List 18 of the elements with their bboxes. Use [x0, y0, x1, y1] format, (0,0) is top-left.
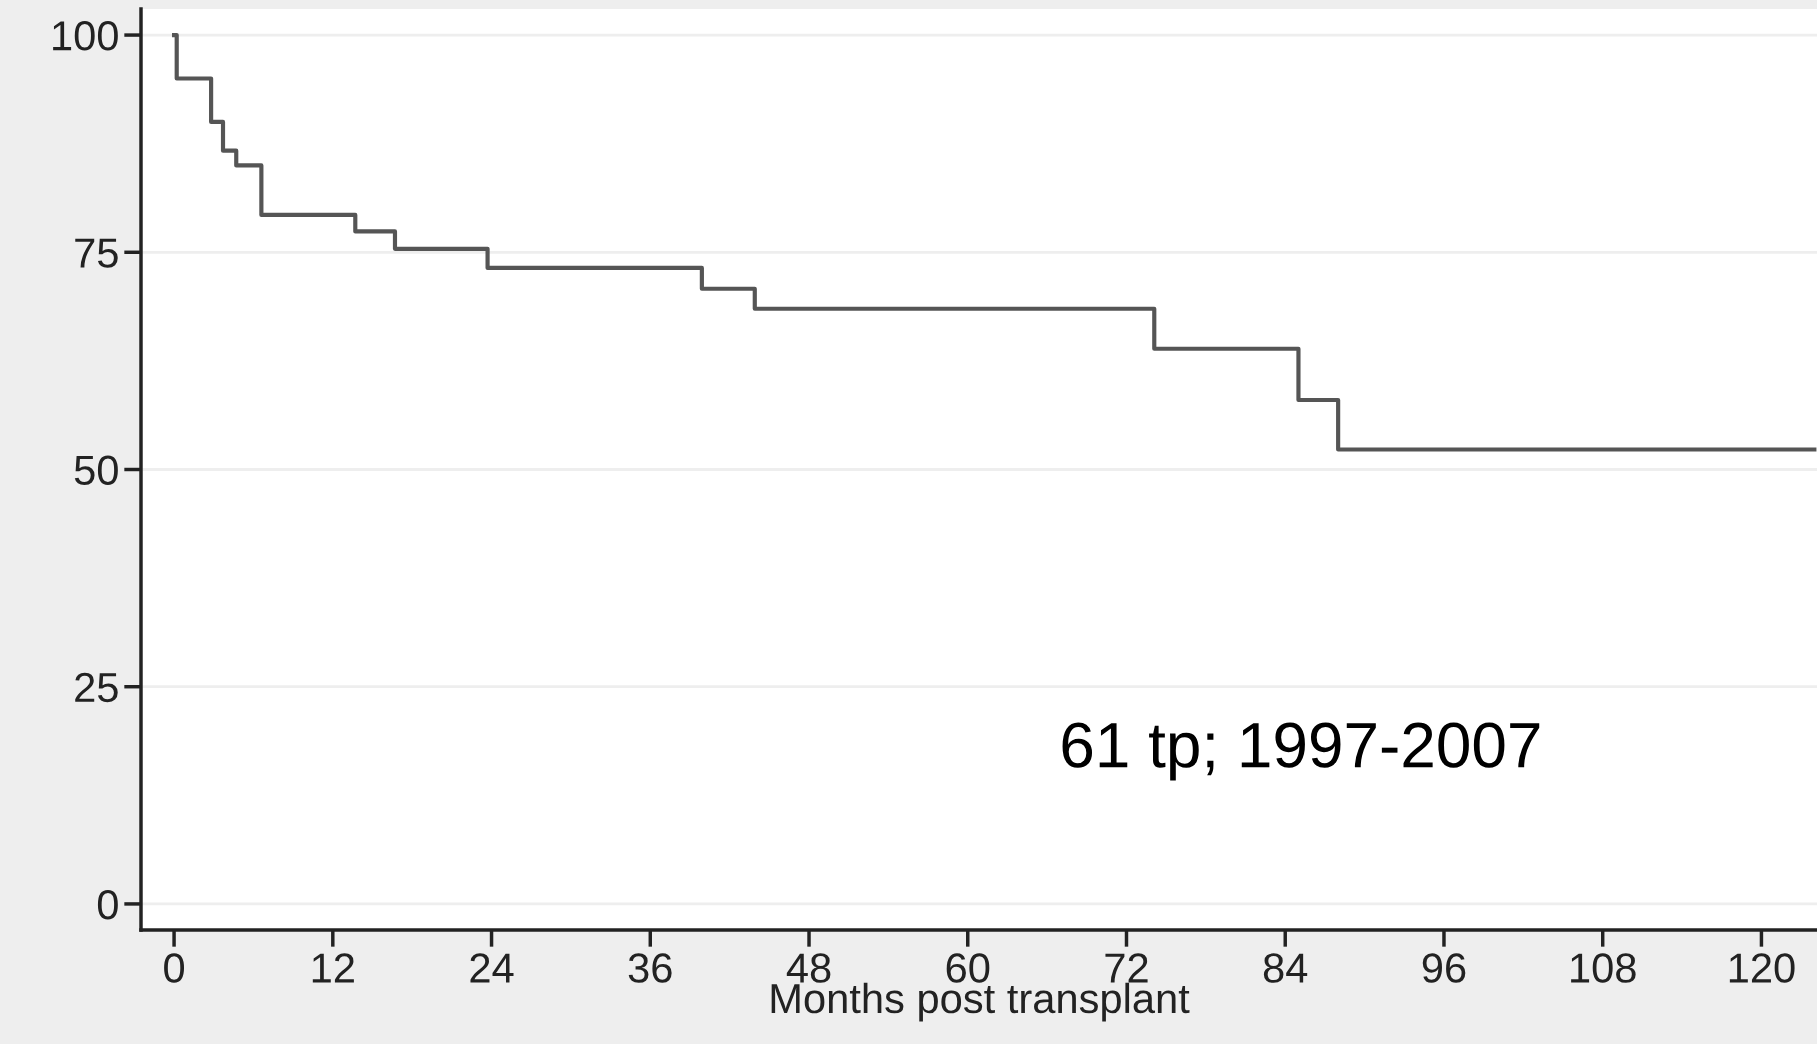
- x-tick-label: 24: [470, 953, 514, 983]
- x-axis-title: Months post transplant: [771, 982, 1190, 1022]
- x-tick-label: 96: [1422, 953, 1466, 983]
- y-tick-label: 25: [75, 672, 118, 703]
- y-tick-label: 100: [53, 21, 118, 51]
- x-tick-label: 120: [1729, 953, 1795, 983]
- x-tick-label: 84: [1263, 953, 1308, 983]
- x-tick-label: 60: [946, 953, 990, 983]
- x-tick-label: 108: [1571, 953, 1636, 983]
- x-tick-label: 0: [164, 953, 185, 983]
- y-tick-label: 75: [75, 238, 118, 268]
- x-tick-label: 36: [628, 953, 672, 983]
- x-tick-label: 72: [1105, 953, 1148, 983]
- y-tick-label: 0: [97, 889, 118, 920]
- annotation: 61 tp; 1997-2007: [1062, 722, 1540, 781]
- x-tick-label: 12: [312, 953, 354, 983]
- y-tick-label: 50: [74, 455, 118, 486]
- x-tick-label: 48: [786, 953, 831, 983]
